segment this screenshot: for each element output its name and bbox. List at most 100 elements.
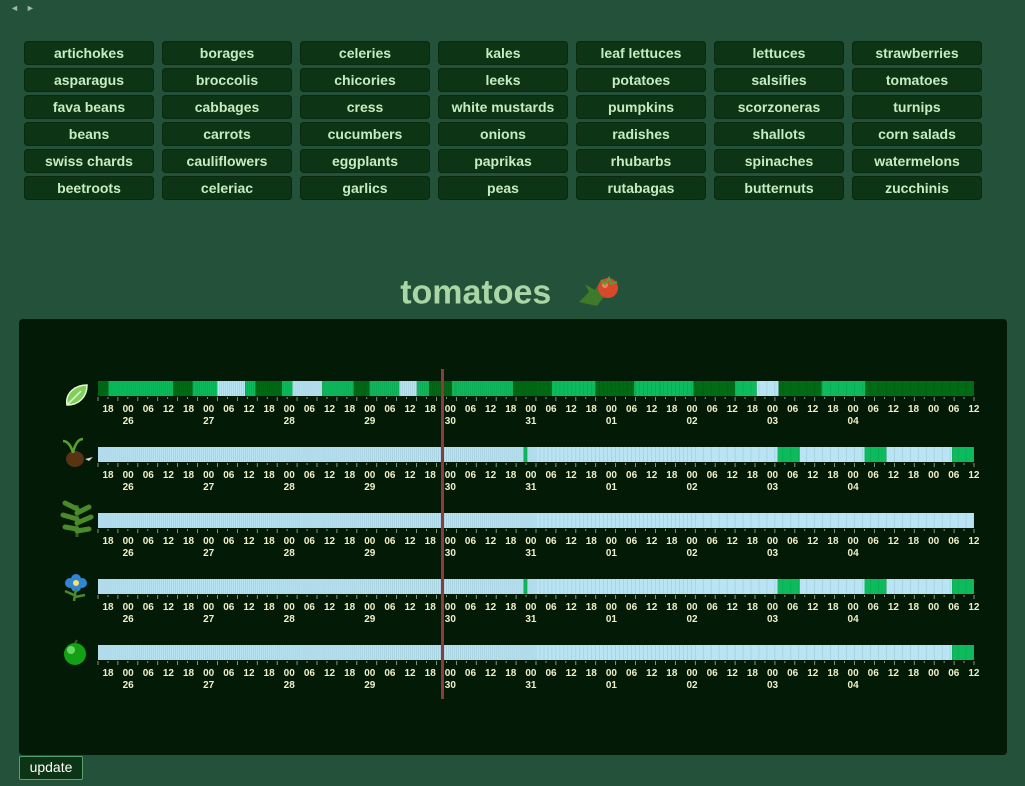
day-label: 30 — [445, 416, 457, 427]
vegetable-button[interactable]: peas — [438, 176, 568, 200]
vegetable-button[interactable]: potatoes — [576, 68, 706, 92]
hour-label: 18 — [908, 404, 920, 415]
vegetable-button[interactable]: chicories — [300, 68, 430, 92]
vegetable-button[interactable]: cucumbers — [300, 122, 430, 146]
vegetable-button[interactable]: beetroots — [24, 176, 154, 200]
hour-label: 06 — [143, 668, 155, 679]
hour-label: 00 — [928, 668, 940, 679]
hour-label: 06 — [384, 668, 396, 679]
hour-label: 06 — [545, 536, 557, 547]
hour-label: 00 — [203, 536, 215, 547]
day-label: 31 — [525, 482, 537, 493]
vegetable-button[interactable]: swiss chards — [24, 149, 154, 173]
hour-label: 06 — [465, 404, 477, 415]
update-button[interactable]: update — [19, 756, 83, 780]
hour-label: 06 — [787, 536, 799, 547]
vegetable-button[interactable]: garlics — [300, 176, 430, 200]
hour-label: 06 — [948, 602, 960, 613]
hour-label: 12 — [324, 404, 336, 415]
hour-label: 00 — [767, 602, 779, 613]
day-label: 27 — [203, 482, 215, 493]
hour-label: 00 — [284, 668, 296, 679]
vegetable-button[interactable]: fava beans — [24, 95, 154, 119]
hour-label: 00 — [928, 404, 940, 415]
hour-label: 00 — [928, 602, 940, 613]
vegetable-button[interactable]: beans — [24, 122, 154, 146]
vegetable-button[interactable]: turnips — [852, 95, 982, 119]
timeline-segment — [734, 381, 757, 396]
vegetable-button[interactable]: cress — [300, 95, 430, 119]
leaf-icon — [59, 379, 91, 411]
next-arrow-icon[interactable]: ► — [25, 3, 35, 13]
hour-label: 12 — [243, 536, 255, 547]
prev-arrow-icon[interactable]: ◄ — [10, 3, 19, 13]
vegetable-button[interactable]: leeks — [438, 68, 568, 92]
vegetable-button[interactable]: rhubarbs — [576, 149, 706, 173]
vegetable-button[interactable]: celeriac — [162, 176, 292, 200]
vegetable-button[interactable]: artichokes — [24, 41, 154, 65]
timeline-segment — [756, 381, 779, 396]
vegetable-button[interactable]: paprikas — [438, 149, 568, 173]
hour-label: 18 — [505, 404, 517, 415]
hour-label: 12 — [807, 668, 819, 679]
vegetable-button[interactable]: corn salads — [852, 122, 982, 146]
vegetable-button[interactable]: shallots — [714, 122, 844, 146]
hour-label: 06 — [868, 404, 880, 415]
day-label: 01 — [606, 680, 618, 691]
timeline-segment — [281, 381, 293, 396]
vegetable-button[interactable]: asparagus — [24, 68, 154, 92]
vegetable-button[interactable]: celeries — [300, 41, 430, 65]
vegetable-button[interactable]: butternuts — [714, 176, 844, 200]
timeline-segment — [952, 447, 974, 462]
hour-label: 18 — [344, 668, 356, 679]
timeline-segment — [527, 579, 778, 594]
vegetable-button[interactable]: leaf lettuces — [576, 41, 706, 65]
vegetable-button[interactable]: watermelons — [852, 149, 982, 173]
hour-label: 06 — [545, 668, 557, 679]
hour-label: 18 — [102, 404, 114, 415]
vegetable-button[interactable]: eggplants — [300, 149, 430, 173]
vegetable-button[interactable]: onions — [438, 122, 568, 146]
vegetable-button[interactable]: rutabagas — [576, 176, 706, 200]
day-label: 04 — [848, 482, 860, 493]
vegetable-button[interactable]: white mustards — [438, 95, 568, 119]
hour-label: 06 — [868, 470, 880, 481]
vegetable-button[interactable]: scorzoneras — [714, 95, 844, 119]
vegetable-button[interactable]: spinaches — [714, 149, 844, 173]
vegetable-button[interactable]: cauliflowers — [162, 149, 292, 173]
hour-label: 06 — [465, 668, 477, 679]
vegetable-button[interactable]: carrots — [162, 122, 292, 146]
hour-label: 12 — [968, 470, 980, 481]
day-label: 26 — [123, 548, 135, 559]
vegetable-button[interactable]: broccolis — [162, 68, 292, 92]
day-label: 31 — [525, 680, 537, 691]
hour-label: 00 — [848, 602, 860, 613]
timeline-segment — [527, 447, 778, 462]
timeline-segment — [292, 381, 323, 396]
hour-label: 12 — [324, 470, 336, 481]
timeline-segment — [416, 381, 430, 396]
hour-label: 06 — [465, 470, 477, 481]
vegetable-button[interactable]: tomatoes — [852, 68, 982, 92]
hour-label: 06 — [787, 470, 799, 481]
day-label: 27 — [203, 416, 215, 427]
vegetable-button[interactable]: lettuces — [714, 41, 844, 65]
vegetable-button[interactable]: kales — [438, 41, 568, 65]
day-label: 02 — [686, 548, 698, 559]
hour-label: 06 — [143, 602, 155, 613]
timeline-segment — [322, 381, 354, 396]
timeline-bar: 18 00 06 12 18 00 06 12 18 00 06 12 18 00 06 12 18 00 06 12… — [97, 645, 980, 691]
day-label: 02 — [686, 614, 698, 625]
vegetable-button[interactable]: borages — [162, 41, 292, 65]
vegetable-button[interactable]: zucchinis — [852, 176, 982, 200]
vegetable-button[interactable]: cabbages — [162, 95, 292, 119]
vegetable-button[interactable]: strawberries — [852, 41, 982, 65]
day-label: 30 — [445, 548, 457, 559]
hour-label: 18 — [505, 668, 517, 679]
hour-label: 06 — [707, 536, 719, 547]
timeline-bar: 18 00 06 12 18 00 06 12 18 00 06 12 18 00 06 12 18 00 06 12… — [97, 381, 980, 427]
vegetable-button[interactable]: pumpkins — [576, 95, 706, 119]
vegetable-button[interactable]: salsifies — [714, 68, 844, 92]
vegetable-button[interactable]: radishes — [576, 122, 706, 146]
hour-label: 00 — [203, 404, 215, 415]
